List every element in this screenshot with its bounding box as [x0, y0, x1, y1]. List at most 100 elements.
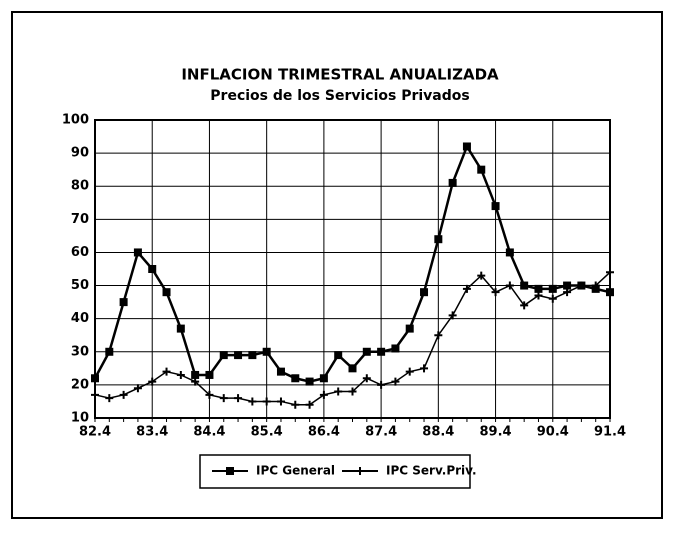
marker [548, 284, 557, 293]
marker [248, 351, 257, 360]
marker [348, 364, 357, 373]
marker [133, 248, 142, 257]
marker [491, 202, 500, 211]
marker [148, 265, 157, 273]
marker [276, 367, 285, 376]
marker [606, 288, 614, 297]
y-tick-label: 70 [71, 212, 89, 227]
marker [334, 387, 343, 396]
marker [219, 351, 228, 360]
marker [420, 288, 429, 297]
marker [534, 284, 543, 293]
x-tick-label: 82.4 [79, 425, 111, 440]
chart-subtitle: Precios de los Servicios Privados [210, 88, 469, 104]
marker [162, 367, 171, 376]
x-tick-label: 90.4 [537, 425, 569, 440]
y-tick-label: 20 [71, 377, 89, 392]
marker [234, 351, 243, 360]
marker [491, 288, 500, 297]
marker [119, 390, 128, 399]
marker [420, 364, 429, 373]
marker [520, 281, 529, 290]
marker [362, 347, 371, 356]
marker [548, 294, 557, 303]
x-tick-label: 88.4 [422, 425, 454, 440]
marker [319, 390, 328, 399]
marker [262, 397, 271, 406]
marker [191, 377, 200, 386]
x-tick-label: 89.4 [480, 425, 512, 440]
marker [362, 374, 371, 383]
x-tick-label: 87.4 [365, 425, 397, 440]
marker [291, 400, 300, 409]
marker [462, 284, 471, 293]
marker [391, 344, 400, 353]
marker [191, 370, 200, 379]
marker [334, 351, 343, 360]
marker [226, 467, 234, 475]
marker [119, 298, 128, 307]
marker [477, 165, 486, 174]
marker [563, 288, 572, 297]
marker [356, 467, 364, 475]
marker [234, 394, 243, 403]
y-tick-label: 90 [71, 146, 89, 161]
marker [105, 394, 114, 403]
y-tick-label: 10 [71, 411, 89, 426]
marker [448, 178, 457, 187]
marker [505, 248, 514, 257]
marker [591, 281, 600, 290]
marker [434, 331, 443, 340]
marker [176, 370, 185, 379]
series-line [93, 143, 611, 383]
marker [377, 347, 386, 356]
marker [291, 374, 300, 383]
marker [348, 387, 357, 396]
marker [162, 288, 171, 297]
marker [563, 281, 572, 290]
x-tick-label: 85.4 [251, 425, 283, 440]
marker [248, 397, 257, 406]
marker [91, 374, 99, 383]
marker [205, 370, 214, 379]
marker [520, 301, 529, 310]
chart-title: INFLACION TRIMESTRAL ANUALIZADA [181, 66, 499, 84]
marker [391, 377, 400, 386]
x-tick-label: 86.4 [308, 425, 340, 440]
marker [434, 235, 443, 244]
marker [262, 347, 271, 356]
marker [276, 397, 285, 406]
marker [405, 367, 414, 376]
y-tick-label: 40 [71, 311, 89, 326]
y-tick-label: 80 [71, 179, 89, 194]
marker [105, 347, 114, 356]
marker [219, 394, 228, 403]
marker [577, 281, 586, 290]
x-tick-label: 83.4 [136, 425, 168, 440]
marker [606, 268, 614, 277]
marker [477, 271, 486, 280]
y-tick-label: 100 [62, 113, 89, 128]
y-tick-label: 60 [71, 245, 89, 260]
x-tick-label: 84.4 [193, 425, 225, 440]
marker [534, 291, 543, 300]
marker [133, 384, 142, 393]
marker [91, 390, 99, 399]
marker [377, 380, 386, 389]
marker [305, 400, 314, 409]
x-tick-label: 91.4 [594, 425, 626, 440]
y-tick-label: 50 [71, 278, 89, 293]
marker [205, 390, 214, 399]
y-tick-label: 30 [71, 344, 89, 359]
frame [11, 11, 663, 519]
legend-label: IPC Serv.Priv. [386, 464, 477, 478]
marker [305, 377, 314, 386]
marker [405, 324, 414, 333]
marker [448, 311, 457, 320]
legend-label: IPC General [256, 464, 335, 478]
marker [505, 281, 514, 290]
legend-box [199, 454, 471, 489]
marker [319, 374, 328, 383]
marker [148, 377, 157, 386]
